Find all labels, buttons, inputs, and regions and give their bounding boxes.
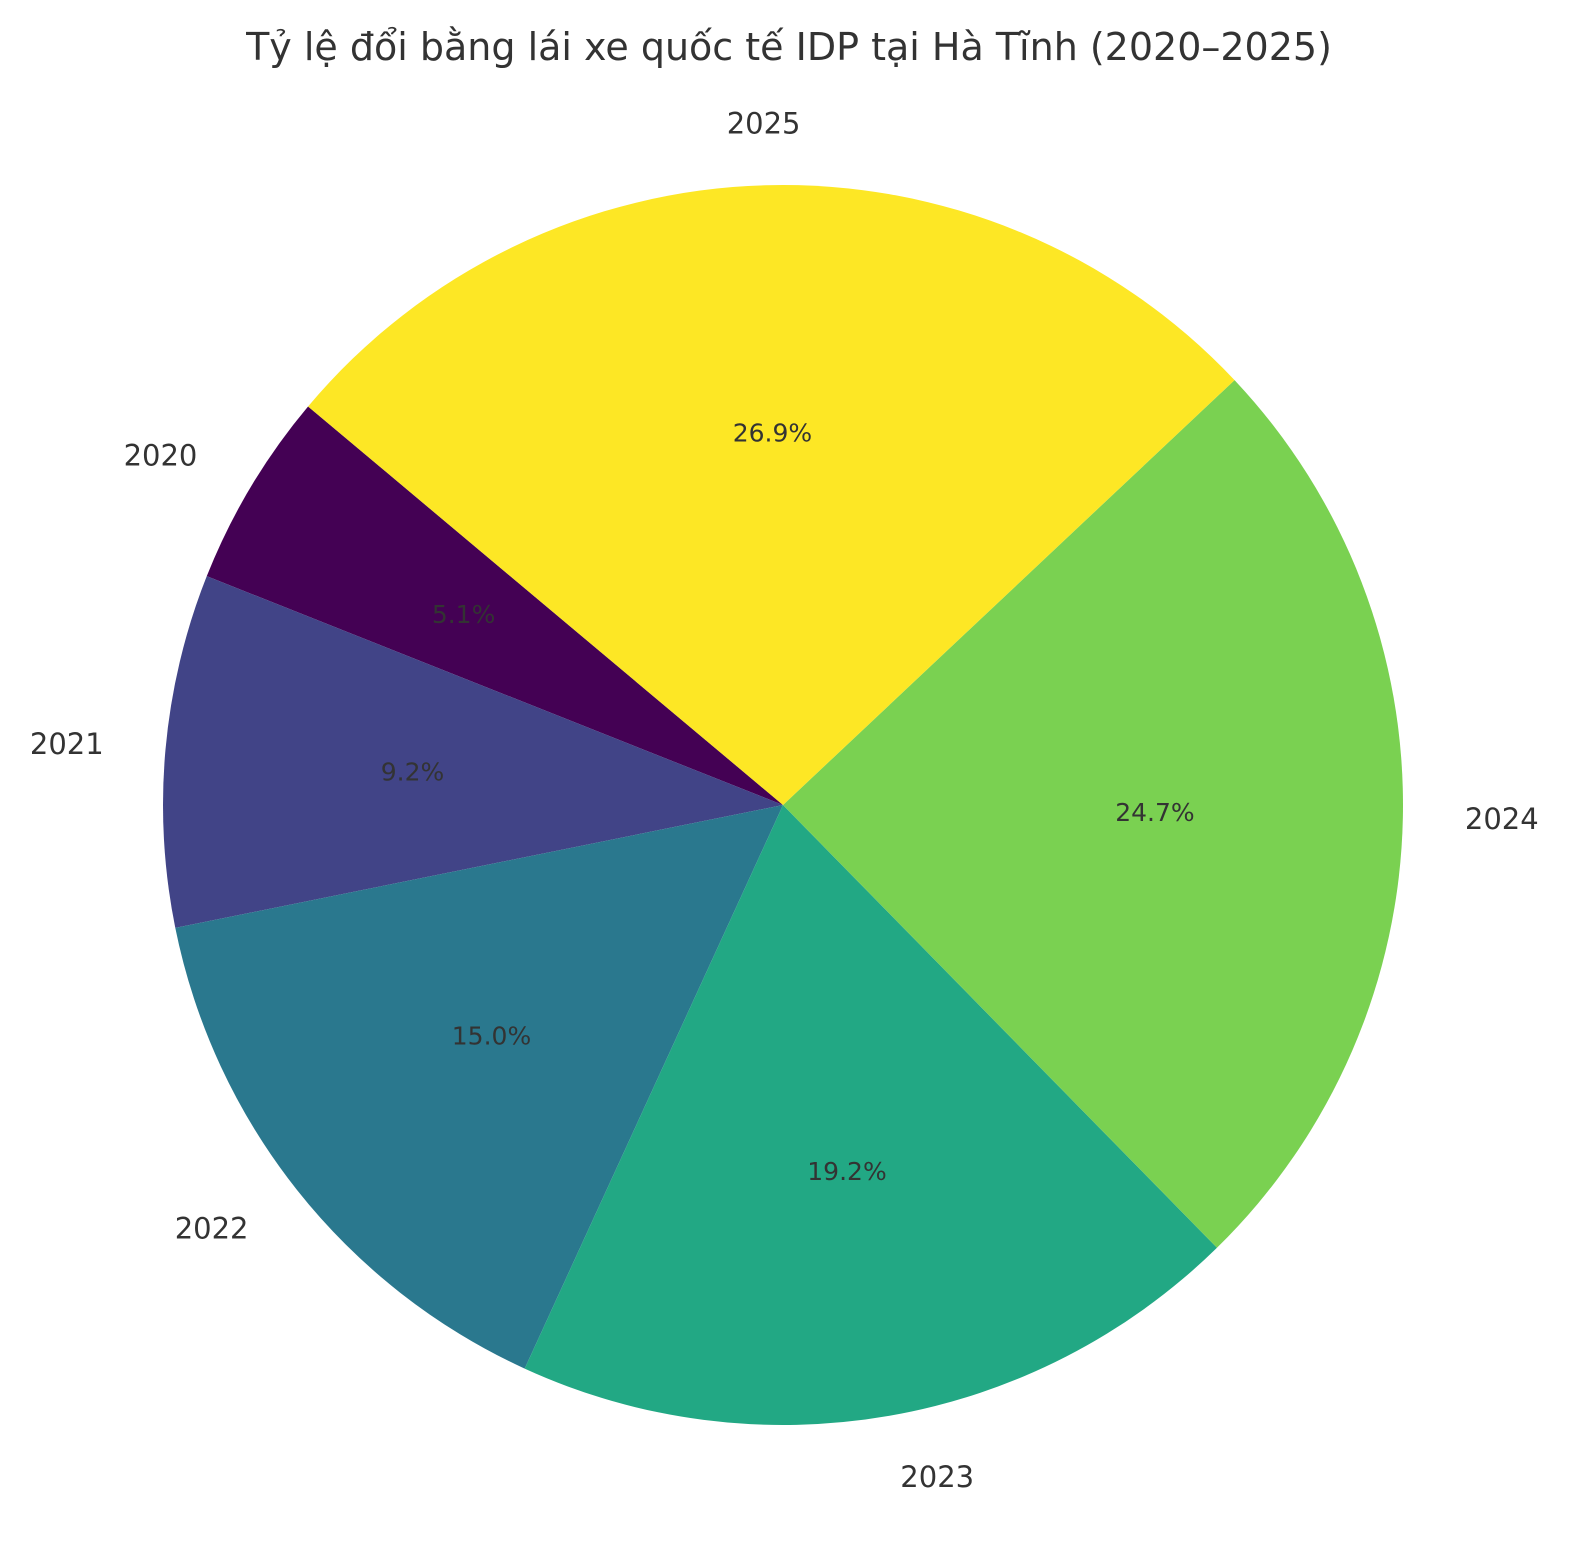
pie-labels: 2020 5.1% 2021 9.2% 2022 15.0% 2023 19.2% 2024 24…	[30, 106, 1539, 1494]
slice-label-2024: 2024	[1465, 802, 1539, 836]
pie-slices	[162, 184, 1404, 1425]
slice-label-2023: 2023	[900, 1460, 974, 1494]
pie-slice-2022	[175, 805, 784, 1369]
percent-label-2020: 5.1%	[432, 600, 496, 629]
slice-label-2020: 2020	[124, 439, 198, 473]
percent-label-2022: 15.0%	[452, 1022, 531, 1051]
pie-slice-2024	[783, 380, 1404, 1248]
chart-title: Tỷ lệ đổi bằng lái xe quốc tế IDP tại Hà…	[245, 25, 1332, 69]
percent-label-2024: 24.7%	[1115, 798, 1194, 827]
pie-slice-2023	[524, 805, 1217, 1425]
pie-slice-2020	[206, 406, 783, 805]
slice-label-2022: 2022	[175, 1212, 249, 1246]
percent-label-2023: 19.2%	[807, 1157, 886, 1186]
percent-label-2021: 9.2%	[381, 757, 445, 786]
percent-label-2025: 26.9%	[733, 419, 812, 448]
slice-label-2021: 2021	[30, 727, 104, 761]
pie-slice-2025	[308, 184, 1235, 805]
slice-label-2025: 2025	[727, 106, 801, 140]
pie-slice-2021	[162, 576, 783, 928]
